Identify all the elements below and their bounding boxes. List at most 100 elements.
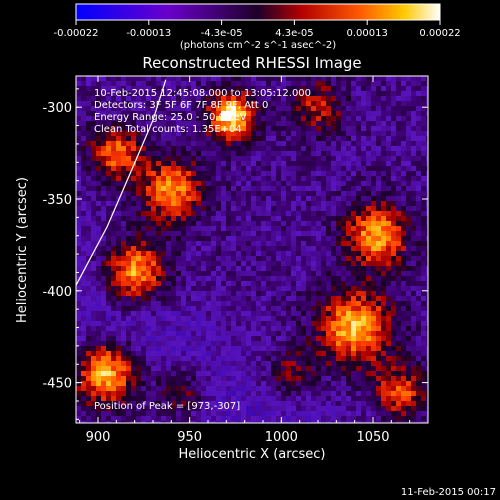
heatmap-cell: [266, 276, 271, 281]
heatmap-cell: [286, 306, 291, 311]
heatmap-cell: [276, 96, 281, 101]
heatmap-cell: [366, 176, 371, 181]
heatmap-cell: [271, 86, 276, 91]
heatmap-cell: [236, 291, 241, 296]
heatmap-cell: [146, 296, 151, 301]
heatmap-cell: [111, 111, 116, 116]
heatmap-cell: [206, 206, 211, 211]
heatmap-cell: [101, 401, 106, 406]
heatmap-cell: [86, 131, 91, 136]
heatmap-cell: [266, 326, 271, 331]
heatmap-cell: [411, 156, 416, 161]
heatmap-cell: [226, 346, 231, 351]
heatmap-cell: [281, 181, 286, 186]
heatmap-cell: [86, 81, 91, 86]
heatmap-cell: [421, 281, 426, 286]
heatmap-cell: [351, 121, 356, 126]
heatmap-cell: [296, 166, 301, 171]
heatmap-cell: [101, 131, 106, 136]
heatmap-cell: [336, 271, 341, 276]
heatmap-cell: [186, 331, 191, 336]
heatmap-cell: [356, 406, 361, 411]
heatmap-cell: [91, 136, 96, 141]
heatmap-cell: [421, 156, 426, 161]
heatmap-cell: [211, 216, 216, 221]
heatmap-cell: [156, 156, 161, 161]
heatmap-cell: [161, 336, 166, 341]
heatmap-cell: [221, 196, 226, 201]
heatmap-cell: [186, 366, 191, 371]
heatmap-cell: [416, 156, 421, 161]
heatmap-cell: [246, 386, 251, 391]
heatmap-cell: [131, 316, 136, 321]
heatmap-cell: [366, 256, 371, 261]
heatmap-cell: [131, 251, 136, 256]
heatmap-cell: [266, 211, 271, 216]
heatmap-cell: [396, 336, 401, 341]
heatmap-cell: [376, 171, 381, 176]
heatmap-cell: [356, 361, 361, 366]
heatmap-cell: [131, 396, 136, 401]
heatmap-cell: [331, 251, 336, 256]
heatmap-cell: [96, 151, 101, 156]
heatmap-cell: [191, 111, 196, 116]
heatmap-cell: [81, 341, 86, 346]
heatmap-cell: [76, 411, 81, 416]
heatmap-cell: [286, 356, 291, 361]
heatmap-cell: [101, 391, 106, 396]
heatmap-cell: [281, 321, 286, 326]
heatmap-cell: [121, 131, 126, 136]
heatmap-cell: [291, 236, 296, 241]
heatmap-cell: [161, 396, 166, 401]
heatmap-cell: [356, 356, 361, 361]
heatmap-cell: [151, 121, 156, 126]
heatmap-cell: [191, 311, 196, 316]
heatmap-cell: [331, 201, 336, 206]
heatmap-cell: [121, 261, 126, 266]
heatmap-cell: [341, 251, 346, 256]
heatmap-cell: [96, 181, 101, 186]
heatmap-cell: [116, 406, 121, 411]
heatmap-cell: [271, 111, 276, 116]
heatmap-cell: [341, 146, 346, 151]
heatmap-cell: [156, 86, 161, 91]
heatmap-cell: [296, 111, 301, 116]
colorbar-tick-label: -4.3e-05: [201, 28, 243, 39]
heatmap-cell: [356, 266, 361, 271]
heatmap-cell: [201, 361, 206, 366]
heatmap-cell: [251, 356, 256, 361]
heatmap-cell: [106, 171, 111, 176]
heatmap-cell: [231, 346, 236, 351]
heatmap-cell: [406, 291, 411, 296]
heatmap-cell: [281, 416, 286, 421]
heatmap-cell: [291, 301, 296, 306]
heatmap-cell: [356, 196, 361, 201]
heatmap-cell: [306, 236, 311, 241]
heatmap-cell: [91, 211, 96, 216]
heatmap-cell: [331, 116, 336, 121]
heatmap-cell: [286, 361, 291, 366]
heatmap-cell: [191, 206, 196, 211]
heatmap-cell: [391, 156, 396, 161]
heatmap-cell: [156, 161, 161, 166]
heatmap-cell: [146, 181, 151, 186]
heatmap-cell: [121, 121, 126, 126]
heatmap-cell: [171, 106, 176, 111]
heatmap-cell: [111, 301, 116, 306]
heatmap-cell: [116, 131, 121, 136]
heatmap-cell: [136, 201, 141, 206]
heatmap-cell: [411, 201, 416, 206]
heatmap-cell: [86, 321, 91, 326]
heatmap-cell: [141, 91, 146, 96]
heatmap-cell: [396, 411, 401, 416]
heatmap-cell: [121, 391, 126, 396]
heatmap-cell: [351, 171, 356, 176]
heatmap-cell: [216, 186, 221, 191]
heatmap-cell: [271, 121, 276, 126]
heatmap-cell: [181, 161, 186, 166]
heatmap-cell: [171, 196, 176, 201]
heatmap-cell: [166, 401, 171, 406]
heatmap-cell: [396, 121, 401, 126]
heatmap-cell: [176, 381, 181, 386]
heatmap-cell: [356, 316, 361, 321]
